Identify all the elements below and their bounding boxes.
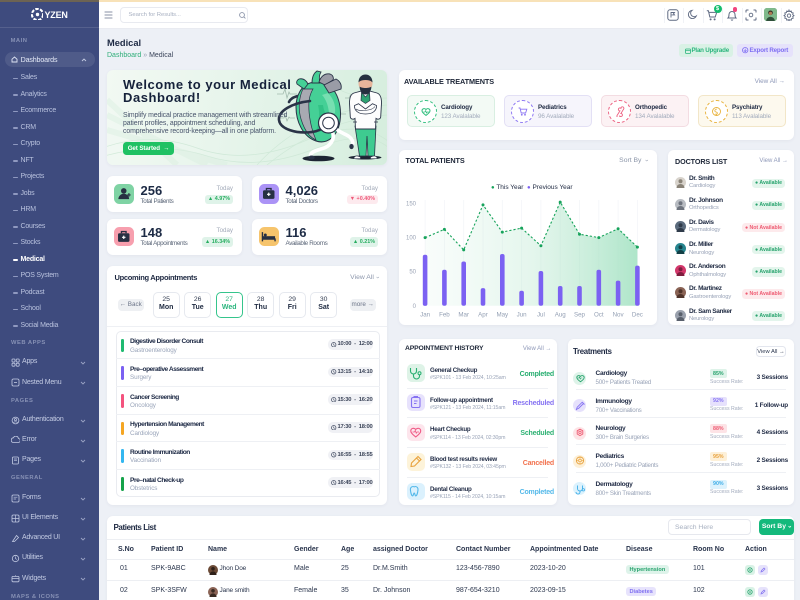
svg-text:150: 150 xyxy=(406,202,417,208)
svg-text:Dec: Dec xyxy=(632,312,643,319)
svg-text:Aug: Aug xyxy=(555,312,567,319)
svg-text:May: May xyxy=(496,312,509,319)
svg-text:50: 50 xyxy=(409,270,416,276)
svg-text:100: 100 xyxy=(406,236,417,242)
svg-text:Jan: Jan xyxy=(420,312,431,319)
svg-text:0: 0 xyxy=(413,304,417,310)
svg-text:Apr: Apr xyxy=(478,312,488,319)
svg-text:Oct: Oct xyxy=(594,312,604,319)
svg-text:Sep: Sep xyxy=(574,312,586,319)
svg-text:Nov: Nov xyxy=(613,312,625,319)
svg-text:Feb: Feb xyxy=(439,312,450,319)
svg-text:Jun: Jun xyxy=(517,312,528,319)
svg-text:Jul: Jul xyxy=(537,312,545,319)
svg-text:Mar: Mar xyxy=(458,312,469,319)
